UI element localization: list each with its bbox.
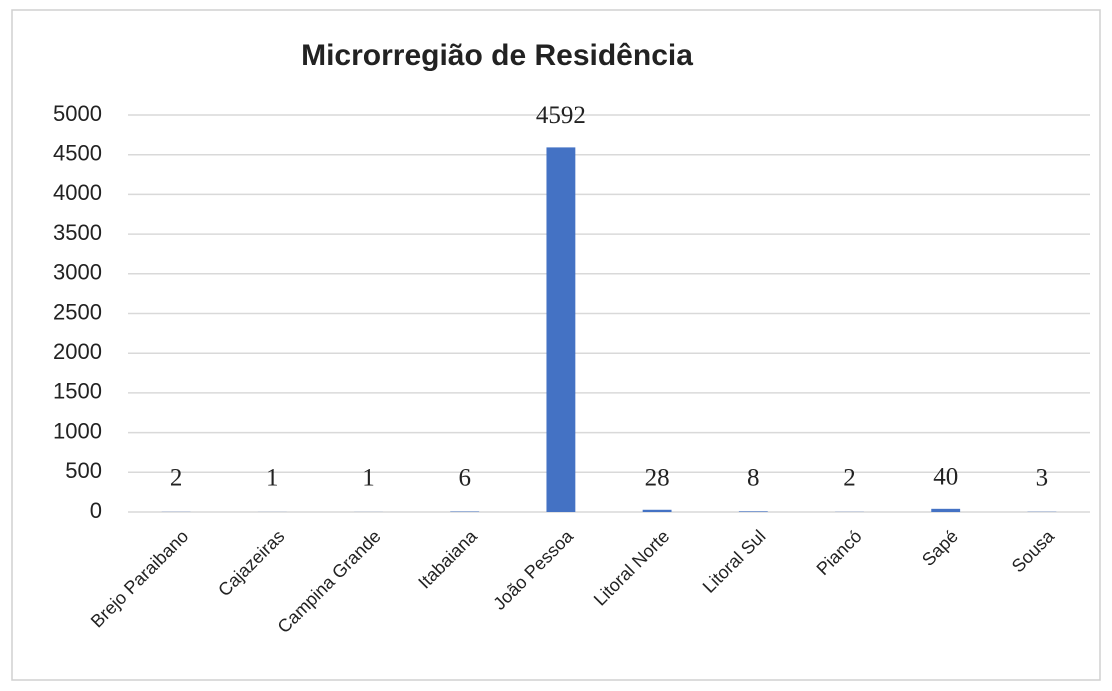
y-tick-label: 0 [90, 498, 102, 523]
data-label: 3 [1036, 465, 1049, 492]
bar [642, 509, 672, 512]
data-label: 8 [747, 465, 760, 492]
y-tick-label: 2500 [53, 299, 102, 324]
y-tick-label: 5000 [53, 101, 102, 126]
data-label: 6 [458, 465, 471, 492]
bar [546, 147, 576, 512]
chart-title: Microrregião de Residência [301, 39, 693, 72]
data-label: 1 [266, 465, 279, 492]
data-label: 2 [843, 465, 856, 492]
data-label: 1 [362, 465, 375, 492]
bar [738, 511, 768, 512]
y-tick-label: 1000 [53, 418, 102, 443]
y-tick-label: 4500 [53, 141, 102, 166]
y-tick-label: 1500 [53, 379, 102, 404]
y-tick-label: 3000 [53, 260, 102, 285]
data-label: 28 [645, 465, 670, 492]
data-label: 2 [170, 465, 183, 492]
y-tick-label: 3500 [53, 220, 102, 245]
y-tick-label: 4000 [53, 180, 102, 205]
data-label: 4592 [536, 102, 586, 129]
y-tick-label: 2000 [53, 339, 102, 364]
y-tick-label: 500 [65, 458, 102, 483]
data-label: 40 [933, 464, 958, 491]
bar [931, 508, 961, 512]
